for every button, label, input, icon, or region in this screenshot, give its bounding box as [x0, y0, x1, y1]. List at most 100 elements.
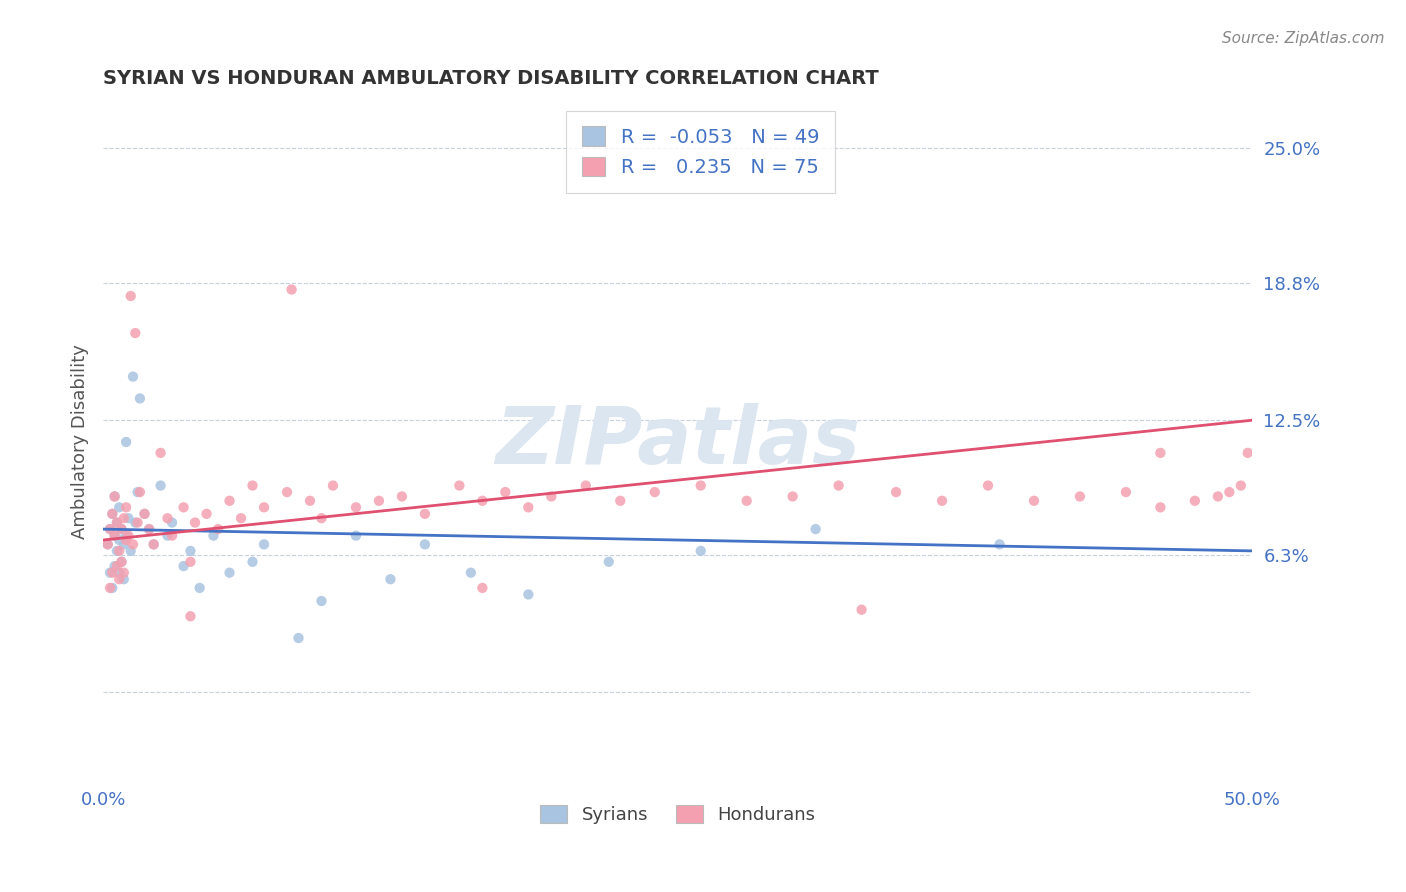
Point: [127, 485, 149, 500]
Point: [782, 490, 804, 504]
Point: [460, 566, 482, 580]
Point: [110, 522, 132, 536]
Point: [115, 434, 138, 449]
Point: [609, 493, 631, 508]
Point: [173, 559, 195, 574]
Legend: Syrians, Hondurans: Syrians, Hondurans: [533, 797, 823, 831]
Point: [108, 572, 131, 586]
Point: [184, 516, 207, 530]
Point: [218, 566, 240, 580]
Point: [1230, 478, 1253, 492]
Point: [311, 594, 333, 608]
Point: [1149, 446, 1171, 460]
Point: [1149, 500, 1171, 515]
Point: [98, 581, 121, 595]
Point: [311, 511, 333, 525]
Point: [1022, 493, 1045, 508]
Point: [253, 500, 276, 515]
Point: [575, 478, 598, 492]
Point: [689, 478, 711, 492]
Point: [105, 516, 128, 530]
Point: [108, 500, 131, 515]
Point: [156, 511, 179, 525]
Point: [149, 446, 172, 460]
Point: [644, 485, 666, 500]
Point: [494, 485, 516, 500]
Point: [322, 478, 344, 492]
Point: [298, 493, 321, 508]
Point: [287, 631, 309, 645]
Point: [149, 478, 172, 492]
Point: [138, 522, 160, 536]
Point: [117, 511, 139, 525]
Point: [142, 537, 165, 551]
Point: [120, 544, 142, 558]
Point: [160, 529, 183, 543]
Point: [142, 537, 165, 551]
Point: [344, 500, 367, 515]
Point: [127, 516, 149, 530]
Point: [112, 572, 135, 586]
Point: [202, 529, 225, 543]
Point: [276, 485, 298, 500]
Point: [242, 555, 264, 569]
Point: [179, 555, 201, 569]
Point: [105, 516, 128, 530]
Point: [413, 507, 436, 521]
Point: [827, 478, 849, 492]
Point: [449, 478, 471, 492]
Point: [413, 537, 436, 551]
Point: [540, 490, 562, 504]
Point: [124, 516, 146, 530]
Point: [129, 392, 152, 406]
Point: [110, 555, 132, 569]
Point: [117, 529, 139, 543]
Point: [112, 566, 135, 580]
Point: [105, 544, 128, 558]
Point: [1218, 485, 1240, 500]
Point: [122, 369, 145, 384]
Point: [156, 529, 179, 543]
Point: [110, 522, 132, 536]
Point: [104, 559, 127, 574]
Point: [884, 485, 907, 500]
Point: [108, 544, 131, 558]
Point: [735, 493, 758, 508]
Point: [97, 537, 120, 551]
Point: [1069, 490, 1091, 504]
Point: [179, 609, 201, 624]
Point: [97, 537, 120, 551]
Point: [1206, 490, 1229, 504]
Point: [207, 522, 229, 536]
Point: [368, 493, 391, 508]
Point: [138, 522, 160, 536]
Point: [104, 490, 127, 504]
Point: [977, 478, 1000, 492]
Point: [101, 566, 124, 580]
Point: [115, 529, 138, 543]
Point: [253, 537, 276, 551]
Point: [112, 537, 135, 551]
Point: [851, 603, 873, 617]
Point: [242, 478, 264, 492]
Point: [108, 533, 131, 547]
Point: [134, 507, 156, 521]
Text: ZIPatlas: ZIPatlas: [495, 403, 860, 481]
Point: [98, 522, 121, 536]
Point: [101, 507, 124, 521]
Point: [101, 581, 124, 595]
Point: [218, 493, 240, 508]
Point: [110, 555, 132, 569]
Point: [134, 507, 156, 521]
Point: [344, 529, 367, 543]
Point: [115, 533, 138, 547]
Text: SYRIAN VS HONDURAN AMBULATORY DISABILITY CORRELATION CHART: SYRIAN VS HONDURAN AMBULATORY DISABILITY…: [103, 69, 879, 87]
Point: [129, 485, 152, 500]
Point: [188, 581, 211, 595]
Point: [689, 544, 711, 558]
Point: [112, 511, 135, 525]
Point: [173, 500, 195, 515]
Point: [380, 572, 402, 586]
Point: [1184, 493, 1206, 508]
Point: [598, 555, 620, 569]
